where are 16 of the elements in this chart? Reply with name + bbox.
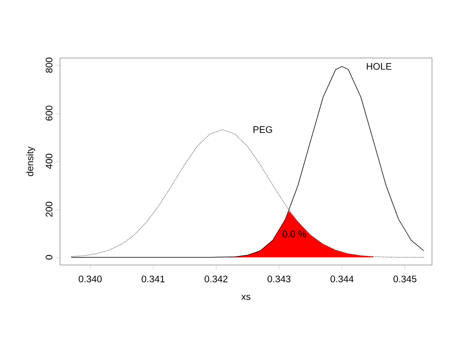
x-tick-label: 0.341	[142, 276, 165, 282]
x-tick-label: 0.340	[78, 276, 102, 282]
y-tick-label: 200	[46, 202, 52, 217]
x-axis-title: xs	[241, 294, 250, 300]
x-tick-label: 0.345	[393, 276, 416, 282]
y-axis-title: density	[26, 146, 36, 176]
series-label: PEG	[254, 126, 272, 133]
annotation: 0.0 %	[282, 230, 306, 238]
x-tick-label: 0.343	[268, 276, 290, 282]
series-label: HOLE	[366, 63, 392, 70]
y-tick-label: 400	[46, 154, 52, 169]
y-tick-label: 800	[46, 58, 52, 73]
y-tick-label: 600	[46, 106, 52, 121]
x-tick-label: 0.344	[330, 276, 354, 282]
y-tick-label: 0	[46, 255, 52, 260]
x-tick-label: 0.342	[204, 276, 228, 282]
